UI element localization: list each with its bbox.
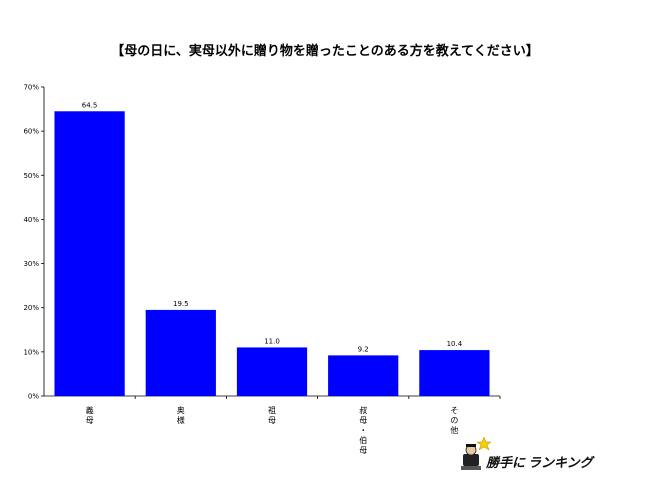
character-icon <box>461 444 481 470</box>
x-tick-label: 叔母・伯母 <box>359 405 367 455</box>
bars <box>54 111 490 397</box>
logo-text-main: 勝手に <box>485 455 526 471</box>
x-axis-ticks: 義母 奥様 祖母 叔母・伯母 その他 <box>86 396 501 455</box>
y-tick-label: 30% <box>23 260 39 268</box>
x-tick-label: 義母 <box>86 405 94 425</box>
star-icon <box>476 436 492 451</box>
x-tick-label: 奥様 <box>177 405 185 425</box>
y-tick-label: 60% <box>23 128 39 136</box>
ranking-logo: 勝手に ランキング <box>461 436 596 471</box>
y-tick-label: 20% <box>23 304 39 312</box>
data-label: 19.5 <box>173 300 189 308</box>
data-labels: 64.5 19.5 11.0 9.2 10.4 <box>82 101 463 353</box>
bar <box>236 347 308 396</box>
y-axis-ticks: 0% 10% 20% 30% 40% 50% 60% 70% <box>23 84 44 401</box>
bar <box>145 309 216 396</box>
y-tick-label: 0% <box>28 393 39 401</box>
bar <box>328 355 399 396</box>
data-label: 9.2 <box>358 345 369 353</box>
logo-text-sub: ランキング <box>528 455 596 471</box>
data-label: 11.0 <box>264 337 280 345</box>
bar <box>419 350 490 396</box>
data-label: 10.4 <box>447 340 463 348</box>
y-tick-label: 70% <box>23 84 39 92</box>
y-tick-label: 10% <box>23 348 39 356</box>
x-tick-label: 祖母 <box>268 405 276 425</box>
y-tick-label: 40% <box>23 216 39 224</box>
y-tick-label: 50% <box>23 172 39 180</box>
chart-title: 【母の日に、実母以外に贈り物を贈ったことのある方を教えてください】 <box>111 43 538 59</box>
x-tick-label: その他 <box>450 406 458 435</box>
bar <box>54 111 125 397</box>
data-label: 64.5 <box>82 101 98 109</box>
